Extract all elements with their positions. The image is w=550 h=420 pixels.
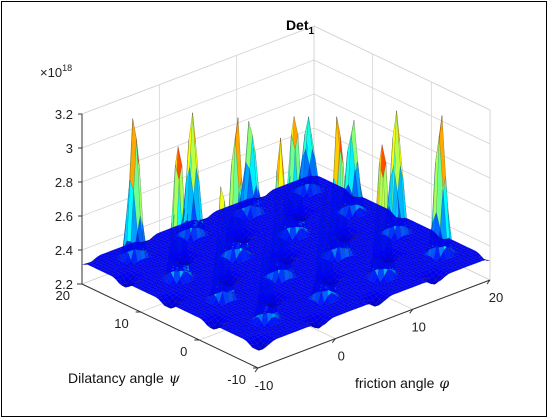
grid-line-z [81, 59, 315, 149]
grid-line-z [81, 93, 315, 183]
grid-line-z [313, 93, 491, 179]
box-edge [313, 25, 491, 111]
grid-line-z [313, 59, 491, 145]
surface-layer [81, 110, 491, 351]
box-edge [81, 25, 315, 115]
